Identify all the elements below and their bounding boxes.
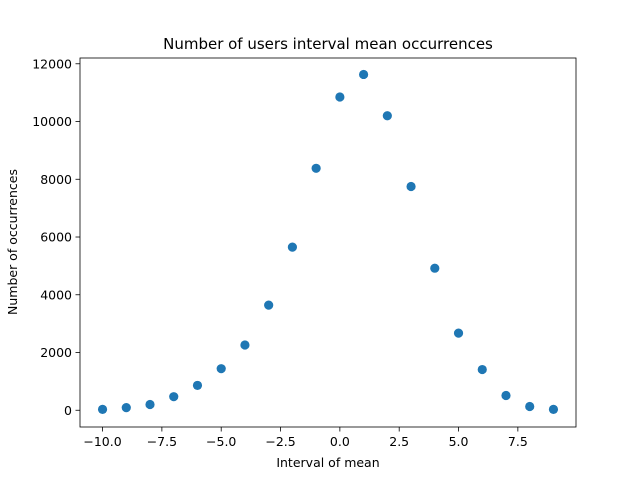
scatter-point — [335, 92, 345, 102]
scatter-point — [548, 404, 559, 414]
scatter-point — [311, 163, 321, 173]
scatter-point — [287, 242, 297, 252]
scatter-point — [121, 403, 131, 413]
x-axis-ticks: −10.0 −7.5 −5.0 −2.5 0.0 2.5 5.0 7.5 — [83, 427, 528, 449]
scatter-point — [359, 69, 369, 80]
scatter-point — [430, 263, 440, 273]
y-tick-label: 6000 — [40, 230, 72, 245]
x-tick-label: −10.0 — [83, 434, 121, 449]
x-tick-label: −2.5 — [265, 434, 295, 449]
y-tick-label: 10000 — [32, 114, 72, 129]
scatter-point — [169, 392, 179, 402]
plot-frame — [79, 57, 577, 428]
y-tick-label: 0 — [64, 403, 72, 418]
scatter-point — [192, 380, 203, 391]
scatter-point — [525, 401, 535, 412]
x-tick-label: 7.5 — [508, 434, 528, 449]
y-tick-label: 2000 — [40, 345, 72, 360]
y-tick-label: 8000 — [40, 172, 72, 187]
scatter-point — [477, 364, 487, 375]
scatter-point — [501, 390, 511, 401]
scatter-point — [406, 181, 416, 192]
chart-title: Number of users interval mean occurrence… — [163, 35, 493, 53]
x-tick-label: 0.0 — [330, 434, 350, 449]
y-axis-label: Number of occurrences — [5, 169, 20, 315]
x-tick-label: −5.0 — [206, 434, 236, 449]
scatter-point — [382, 111, 392, 121]
x-tick-label: −7.5 — [147, 434, 177, 449]
y-tick-label: 12000 — [32, 56, 72, 71]
scatter-point — [264, 300, 274, 310]
x-tick-label: 2.5 — [389, 434, 409, 449]
y-tick-label: 4000 — [40, 287, 72, 302]
scatter-point — [453, 328, 464, 338]
scatter-point — [145, 399, 155, 410]
scatter-point — [240, 340, 250, 350]
x-tick-label: 5.0 — [449, 434, 469, 449]
y-axis-ticks: 0 2000 4000 6000 8000 10000 12000 — [32, 56, 80, 418]
scatter-point — [97, 404, 108, 414]
x-axis-label: Interval of mean — [276, 455, 379, 470]
scatter-point — [216, 364, 226, 374]
data-markers — [97, 69, 559, 414]
